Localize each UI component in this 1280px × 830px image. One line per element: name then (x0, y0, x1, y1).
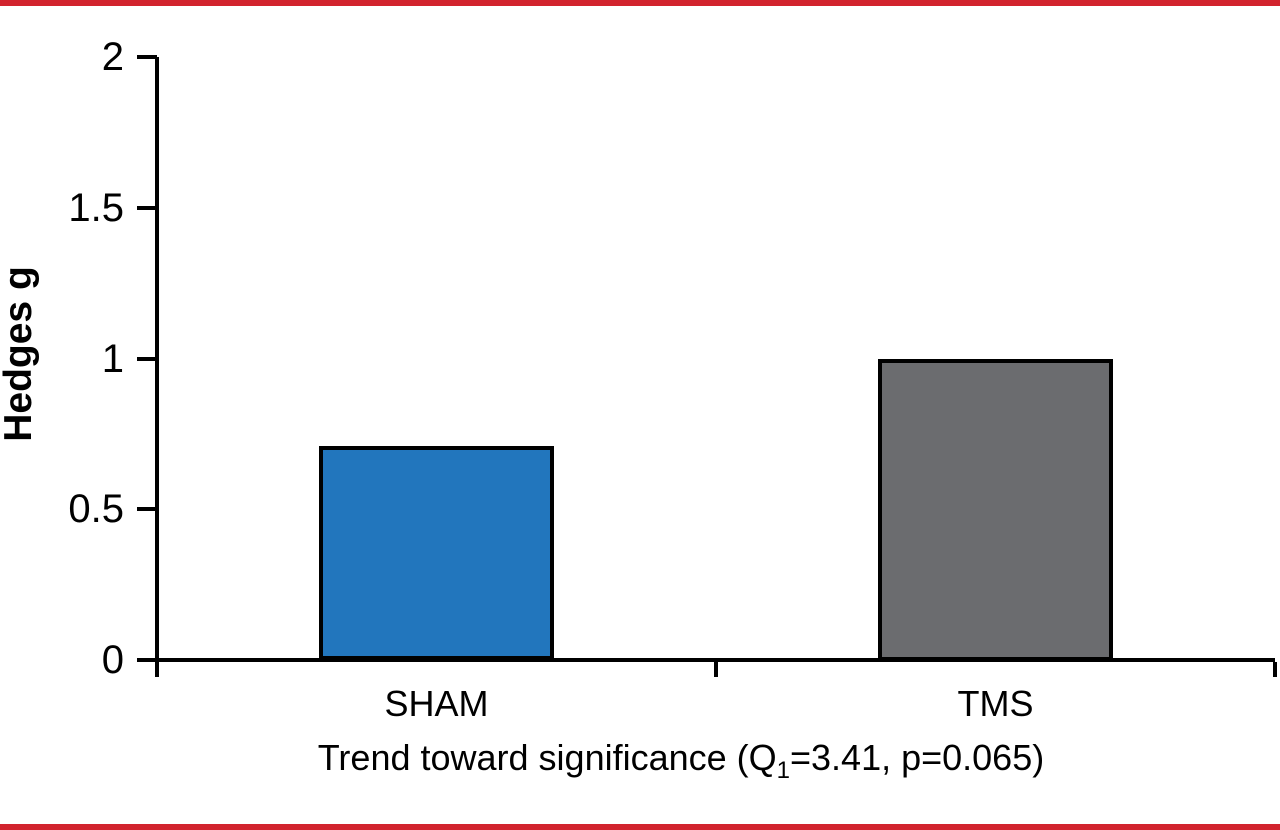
y-tick-label: 1.5 (68, 185, 124, 230)
bar-tms (878, 359, 1113, 661)
x-axis-caption: Trend toward significance (Q1=3.41, p=0.… (317, 736, 1045, 783)
x-axis-line (157, 658, 1275, 662)
x-tick-mark (1273, 662, 1277, 677)
bar-sham (319, 446, 554, 660)
category-label-sham: SHAM (384, 683, 489, 724)
y-tick-label: 0 (101, 638, 124, 682)
caption-text-suffix: =3.41, p=0.065) (790, 737, 1045, 778)
y-tick-mark (137, 55, 157, 59)
y-tick-mark (137, 356, 157, 361)
y-axis-line (155, 57, 159, 677)
bottom-border-line (0, 824, 1280, 830)
top-border-line (0, 0, 1280, 6)
y-tick-mark (137, 507, 157, 512)
y-tick-mark (137, 658, 157, 662)
y-tick-label: 2 (101, 35, 124, 79)
category-label-tms: TMS (957, 683, 1034, 724)
x-tick-mark (714, 662, 718, 677)
y-tick-label: 1 (101, 336, 124, 381)
caption-text-prefix: Trend toward significance (Q (317, 737, 777, 778)
y-tick-label: 0.5 (68, 487, 124, 532)
caption-subscript: 1 (776, 757, 790, 785)
y-tick-mark (137, 205, 157, 210)
